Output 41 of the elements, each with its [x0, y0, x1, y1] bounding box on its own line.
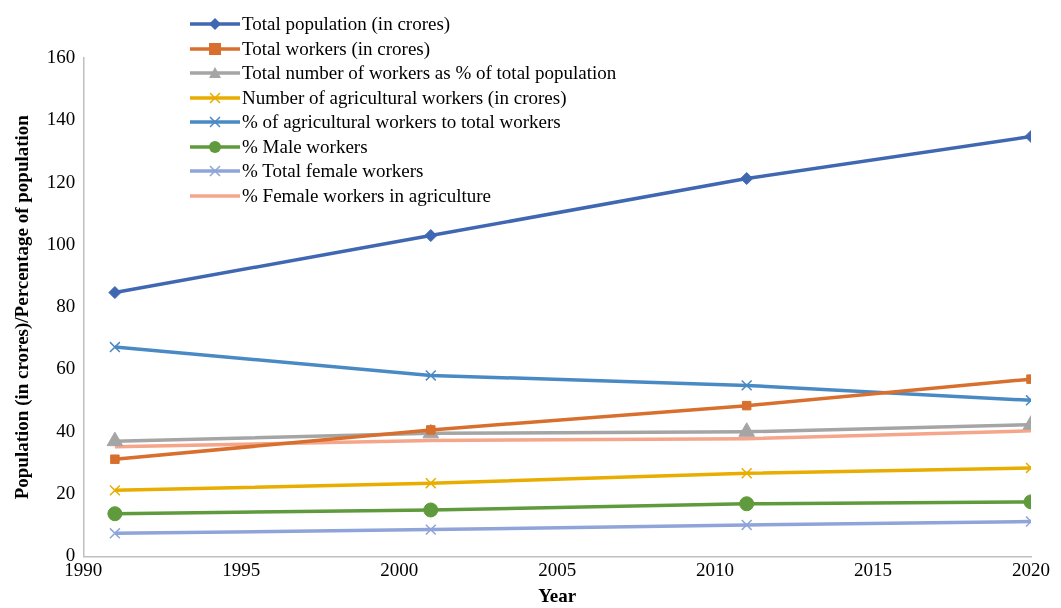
y-tick-label: 100	[46, 232, 76, 254]
y-tick-label: 20	[56, 482, 76, 504]
x-tick-label: 2020	[1012, 558, 1050, 580]
y-tick-label: 80	[56, 295, 76, 317]
point	[425, 369, 437, 382]
point	[110, 454, 120, 464]
point	[423, 502, 439, 518]
x-axis-title: Year	[538, 584, 577, 606]
legend-label: Total number of workers as % of total population	[242, 61, 617, 85]
point	[741, 400, 752, 411]
point	[425, 477, 437, 489]
y-tick-label: 120	[46, 170, 76, 192]
legend-label: % Female workers in agriculture	[242, 183, 492, 208]
legend-label: % Male workers	[242, 134, 368, 159]
point	[425, 523, 437, 536]
x-tick-label: 1995	[222, 558, 261, 580]
x-tick-label: 2005	[538, 558, 577, 580]
y-tick-label: 160	[46, 45, 76, 67]
legend-label: % of agricultural workers to total workers	[242, 110, 561, 134]
point	[109, 341, 121, 353]
x-tick-label: 2010	[696, 558, 735, 580]
x-tick-label: 2015	[854, 558, 893, 580]
legend-label: Total workers (in crores)	[242, 36, 431, 61]
legend-label: Number of agricultural workers (in crores)	[242, 85, 567, 110]
point	[739, 496, 755, 512]
y-axis-title: Population (in crores)/Percentage of population	[11, 114, 34, 500]
point	[107, 506, 123, 522]
point	[109, 527, 121, 540]
y-tick-label: 60	[56, 357, 76, 379]
y-tick-label: 40	[56, 419, 76, 441]
point	[740, 467, 753, 479]
point	[740, 519, 753, 531]
point	[424, 229, 438, 243]
point	[108, 286, 122, 300]
legend-label: Total population (in crores)	[242, 12, 451, 36]
legend-label: % Total female workers	[242, 159, 424, 183]
point	[740, 172, 754, 186]
point	[740, 379, 753, 392]
x-tick-label: 2000	[380, 558, 419, 580]
point	[109, 484, 121, 497]
y-tick-label: 140	[46, 108, 76, 130]
